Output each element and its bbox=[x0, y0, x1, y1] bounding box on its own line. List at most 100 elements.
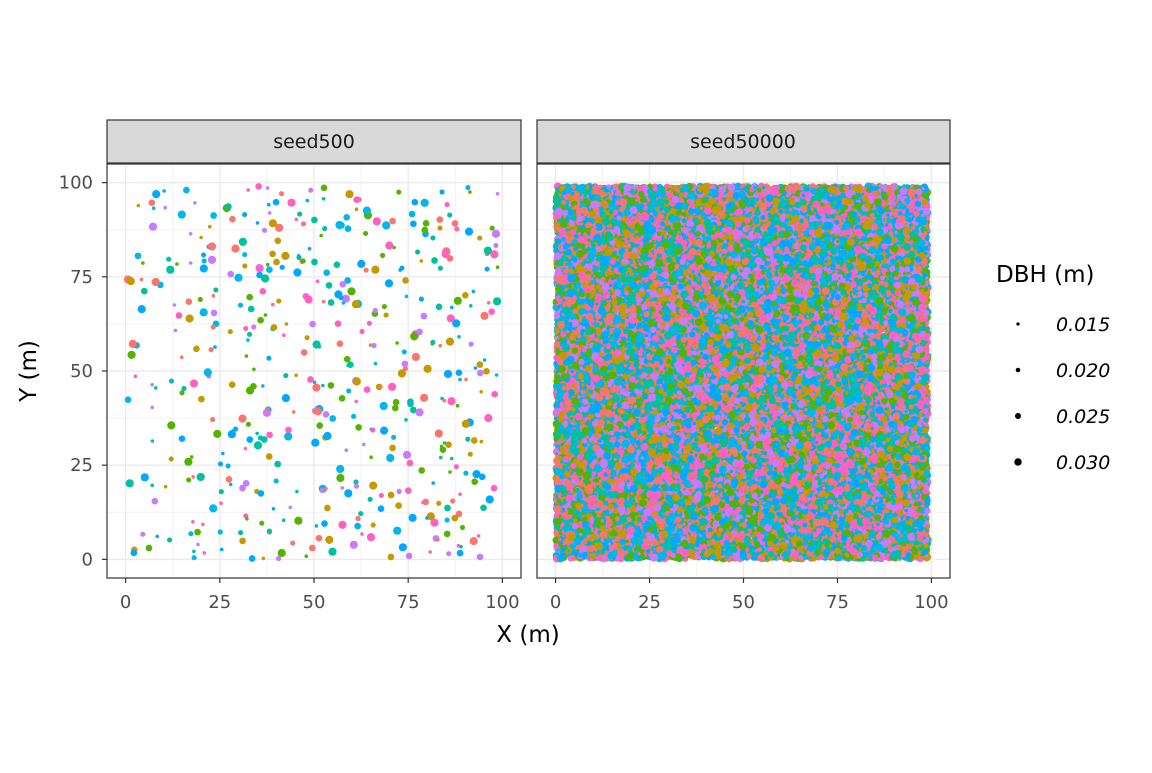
data-point bbox=[329, 415, 336, 422]
data-point bbox=[312, 384, 320, 392]
data-point bbox=[457, 335, 461, 339]
data-point bbox=[385, 241, 393, 249]
data-point bbox=[392, 405, 399, 412]
data-point bbox=[444, 531, 451, 538]
data-point bbox=[448, 470, 452, 474]
data-point bbox=[447, 314, 455, 322]
data-point bbox=[485, 267, 490, 272]
data-point bbox=[266, 266, 273, 273]
data-point bbox=[293, 268, 301, 276]
data-point bbox=[465, 185, 470, 190]
data-point bbox=[405, 487, 412, 494]
data-point bbox=[127, 277, 135, 285]
data-point bbox=[275, 224, 283, 232]
data-point bbox=[262, 557, 266, 561]
data-point bbox=[208, 256, 216, 264]
data-point bbox=[483, 368, 490, 375]
data-point bbox=[393, 399, 400, 406]
data-point bbox=[316, 279, 320, 283]
data-point bbox=[456, 404, 460, 408]
strip-label-seed500: seed500 bbox=[273, 131, 355, 153]
data-point bbox=[321, 520, 328, 527]
data-point bbox=[256, 221, 260, 225]
data-point bbox=[362, 443, 366, 447]
data-point bbox=[167, 421, 175, 429]
data-point bbox=[243, 326, 248, 331]
data-point bbox=[336, 465, 344, 473]
data-point bbox=[379, 493, 384, 498]
data-point bbox=[239, 238, 247, 246]
data-point bbox=[324, 505, 331, 512]
data-point bbox=[355, 516, 360, 521]
data-point bbox=[388, 492, 395, 499]
data-point bbox=[493, 243, 498, 248]
data-point bbox=[267, 529, 272, 534]
data-point bbox=[438, 266, 443, 271]
data-point bbox=[198, 396, 205, 403]
data-point bbox=[258, 490, 265, 497]
data-point bbox=[398, 268, 402, 272]
data-point bbox=[193, 201, 197, 205]
data-point bbox=[186, 314, 194, 322]
data-point bbox=[343, 214, 350, 221]
data-point bbox=[280, 265, 285, 270]
data-point bbox=[194, 529, 201, 536]
data-point bbox=[350, 541, 358, 549]
data-point bbox=[371, 266, 379, 274]
data-point bbox=[393, 527, 401, 535]
data-point bbox=[294, 517, 302, 525]
data-point bbox=[474, 366, 478, 370]
data-point bbox=[246, 294, 253, 301]
data-point bbox=[444, 370, 452, 378]
data-point bbox=[246, 338, 250, 342]
data-point bbox=[488, 308, 495, 315]
data-point bbox=[465, 228, 473, 236]
data-point bbox=[382, 221, 390, 229]
data-point bbox=[296, 255, 301, 260]
data-point bbox=[134, 375, 138, 379]
x-tick-label: 25 bbox=[208, 592, 231, 613]
data-point bbox=[321, 384, 325, 388]
data-point bbox=[468, 452, 473, 457]
data-point bbox=[468, 190, 472, 194]
data-point bbox=[257, 264, 261, 268]
data-point bbox=[188, 531, 193, 536]
data-point bbox=[163, 206, 167, 210]
data-point bbox=[456, 369, 463, 376]
data-point bbox=[268, 211, 272, 215]
data-point bbox=[269, 251, 276, 258]
data-point bbox=[266, 432, 273, 439]
data-point bbox=[421, 227, 428, 234]
data-point bbox=[180, 356, 184, 360]
data-point bbox=[220, 548, 224, 552]
data-point bbox=[178, 211, 186, 219]
data-point bbox=[363, 207, 371, 215]
data-point bbox=[351, 414, 356, 419]
data-point bbox=[410, 332, 418, 340]
data-point bbox=[325, 536, 333, 544]
data-point bbox=[492, 230, 500, 238]
data-point bbox=[294, 373, 298, 377]
data-point bbox=[245, 517, 249, 521]
data-point bbox=[431, 257, 438, 264]
data-point bbox=[328, 548, 336, 556]
data-point bbox=[242, 212, 247, 217]
data-point bbox=[193, 345, 200, 352]
data-point bbox=[259, 521, 264, 526]
data-point bbox=[251, 324, 256, 329]
data-point bbox=[445, 202, 450, 207]
data-point bbox=[316, 422, 323, 429]
data-point bbox=[450, 498, 455, 503]
data-point bbox=[261, 436, 268, 443]
data-point bbox=[167, 537, 172, 542]
data-point bbox=[150, 383, 154, 387]
data-point bbox=[369, 455, 373, 459]
data-point bbox=[435, 429, 443, 437]
data-point bbox=[287, 199, 295, 207]
data-point bbox=[486, 495, 494, 503]
data-point bbox=[274, 237, 281, 244]
data-point bbox=[283, 373, 288, 378]
data-point bbox=[252, 368, 256, 372]
data-point bbox=[282, 518, 286, 522]
